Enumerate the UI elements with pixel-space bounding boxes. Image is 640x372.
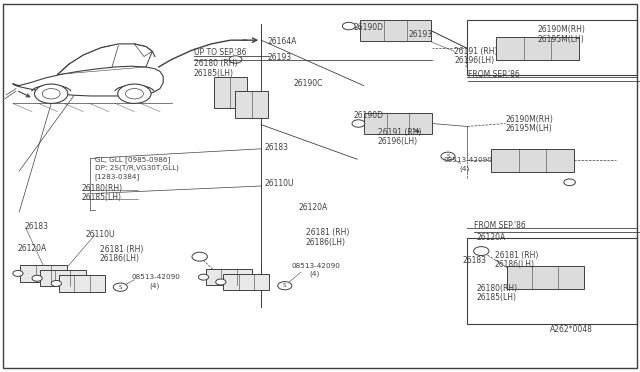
Bar (491, 149, 574, 172)
Text: 08513-42090: 08513-42090 (444, 157, 492, 163)
Text: 26183: 26183 (24, 222, 49, 231)
Bar (365, 113, 432, 134)
Bar (223, 274, 269, 290)
Text: 26190D: 26190D (354, 23, 384, 32)
Bar (40, 270, 86, 286)
Circle shape (32, 275, 42, 281)
Text: (4): (4) (309, 271, 319, 278)
Circle shape (125, 89, 143, 99)
Text: 26185(LH): 26185(LH) (194, 69, 234, 78)
Text: 26164A: 26164A (268, 37, 297, 46)
Text: 08513-42090: 08513-42090 (131, 274, 180, 280)
Text: 26181 (RH): 26181 (RH) (495, 251, 538, 260)
Text: DP: 2S(T/R,VG30T,GLL): DP: 2S(T/R,VG30T,GLL) (95, 165, 179, 171)
Text: (4): (4) (460, 165, 470, 172)
Text: 26185(LH): 26185(LH) (82, 193, 122, 202)
Text: FROM SEP.'86: FROM SEP.'86 (474, 221, 525, 230)
Bar (206, 269, 252, 285)
Text: 26110U: 26110U (85, 230, 115, 239)
Text: UP TO SEP.'86: UP TO SEP.'86 (194, 48, 246, 57)
Text: (4): (4) (149, 282, 159, 289)
Text: S: S (283, 283, 287, 288)
Text: [1283-0384]: [1283-0384] (95, 173, 140, 180)
Text: 26180(RH): 26180(RH) (82, 185, 123, 193)
Text: 26193: 26193 (268, 53, 292, 62)
Text: S: S (118, 285, 122, 290)
Circle shape (278, 282, 292, 290)
Circle shape (229, 56, 242, 63)
Text: 26186(LH): 26186(LH) (100, 254, 140, 263)
Circle shape (352, 120, 365, 127)
Circle shape (13, 270, 23, 276)
Bar (467, 20, 637, 75)
Circle shape (216, 279, 226, 285)
Text: 26190C: 26190C (293, 79, 323, 88)
Text: 08513-42090: 08513-42090 (291, 263, 340, 269)
Text: 26190M(RH): 26190M(RH) (538, 25, 586, 34)
Bar (467, 238, 637, 324)
Text: 26120A: 26120A (299, 203, 328, 212)
Circle shape (192, 252, 207, 261)
Text: 26196(LH): 26196(LH) (454, 56, 495, 65)
Text: 26181 (RH): 26181 (RH) (306, 228, 349, 237)
Text: FROM SEP.'86: FROM SEP.'86 (468, 70, 520, 79)
Text: 26180 (RH): 26180 (RH) (194, 60, 237, 68)
Text: 26110U: 26110U (264, 179, 294, 187)
Circle shape (564, 179, 575, 186)
Text: 26193: 26193 (408, 30, 433, 39)
Bar (20, 265, 67, 282)
Text: 26181 (RH): 26181 (RH) (100, 245, 143, 254)
Circle shape (118, 84, 151, 103)
Bar (59, 275, 105, 292)
Text: 26191 (RH): 26191 (RH) (378, 128, 421, 137)
Circle shape (198, 274, 209, 280)
Bar (507, 266, 584, 289)
Text: 26190D: 26190D (354, 111, 384, 120)
Text: 26120A: 26120A (477, 233, 506, 242)
Circle shape (441, 152, 455, 160)
Text: 26190M(RH): 26190M(RH) (506, 115, 554, 124)
Circle shape (51, 280, 61, 286)
Text: 26183: 26183 (264, 143, 288, 152)
Text: GL, GLL [0985-0986]: GL, GLL [0985-0986] (95, 157, 170, 163)
Circle shape (42, 89, 60, 99)
Text: A262*0048: A262*0048 (550, 326, 593, 334)
Text: 26120A: 26120A (18, 244, 47, 253)
Text: S: S (446, 154, 450, 159)
Text: 26196(LH): 26196(LH) (378, 137, 418, 146)
Bar (214, 77, 247, 108)
Circle shape (474, 247, 489, 256)
Text: 26191 (RH): 26191 (RH) (454, 47, 498, 56)
Bar (496, 37, 579, 60)
Circle shape (342, 22, 355, 30)
Text: 26195M(LH): 26195M(LH) (506, 124, 552, 133)
Text: 26185(LH): 26185(LH) (477, 293, 517, 302)
Text: 26186(LH): 26186(LH) (306, 238, 346, 247)
Circle shape (35, 84, 68, 103)
Text: 26180(RH): 26180(RH) (477, 284, 518, 293)
Text: 26183: 26183 (463, 256, 486, 265)
Text: 26186(LH): 26186(LH) (495, 260, 535, 269)
Bar (235, 91, 268, 118)
Text: 26195M(LH): 26195M(LH) (538, 35, 584, 44)
Circle shape (113, 283, 127, 291)
Bar (360, 20, 431, 41)
